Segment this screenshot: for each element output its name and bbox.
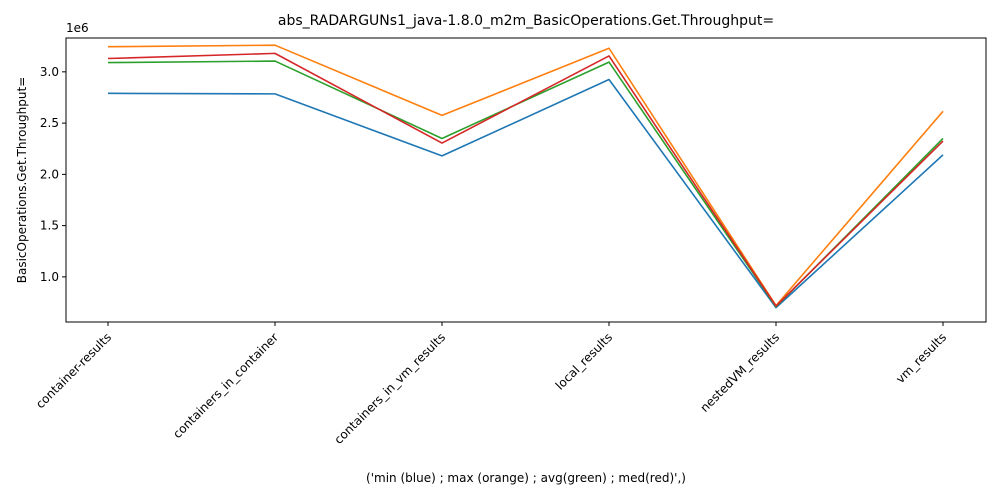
x-tick-label: containers_in_vm_results [331,330,448,447]
x-tick-label: containers_in_container [170,330,281,441]
series-line-0 [107,78,944,309]
y-tick-label: 3.0 [40,65,59,79]
x-tick-label: vm_results [893,330,949,386]
x-axis-title: ('min (blue) ; max (orange) ; avg(green)… [366,471,686,485]
x-tick-label: container-results [33,330,114,411]
series-line-1 [107,44,944,307]
y-tick-label: 2.5 [40,116,59,130]
plot-frame [65,37,987,323]
plot-area [107,44,944,309]
x-tick-label: nestedVM_results [697,330,782,415]
chart-title: abs_RADARGUNs1_java-1.8.0_m2m_BasicOpera… [278,13,774,29]
series-line-3 [107,52,944,307]
y-offset-label: 1e6 [66,21,89,35]
x-tick-label: local_results [553,330,615,392]
y-tick-label: 1.0 [40,270,59,284]
y-axis-title: BasicOperations.Get.Throughput= [15,77,29,284]
y-tick-label: 1.5 [40,219,59,233]
y-tick-label: 2.0 [40,167,59,181]
